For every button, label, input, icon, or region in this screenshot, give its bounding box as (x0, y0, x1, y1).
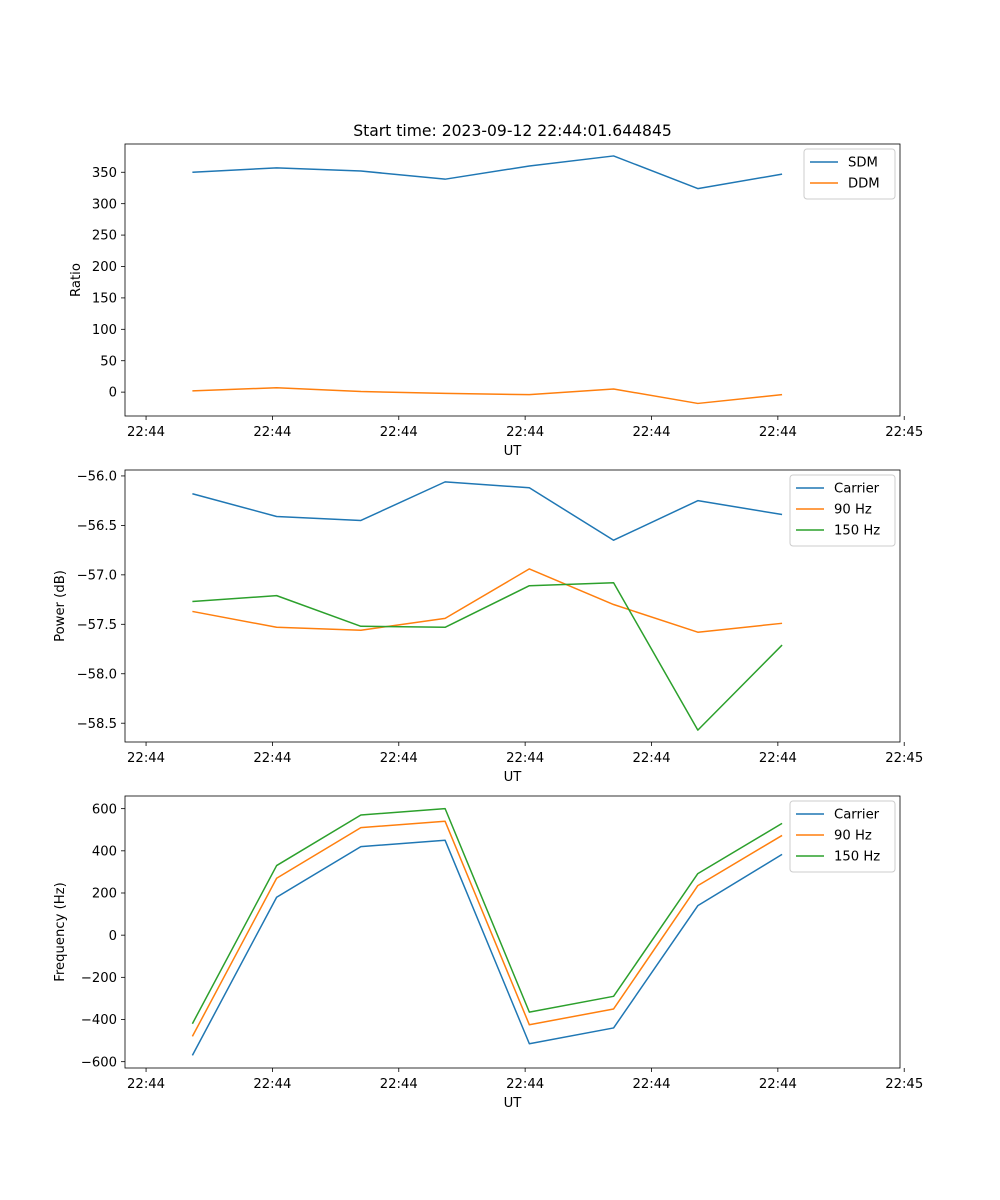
y-axis-label: Power (dB) (53, 570, 68, 642)
x-tick-label: 22:45 (885, 1077, 923, 1092)
y-tick-label: 400 (92, 844, 117, 859)
x-tick-label: 22:44 (759, 425, 797, 440)
x-tick-label: 22:44 (253, 425, 291, 440)
series-line-sdm (192, 155, 783, 190)
series-line-carrier (191, 839, 783, 1056)
y-tick-label: 200 (92, 887, 117, 902)
y-tick-label: 250 (92, 229, 117, 244)
series-line-90-hz (191, 820, 783, 1037)
x-tick-label: 22:44 (506, 1077, 544, 1092)
series-line-150-hz (191, 807, 783, 1025)
legend-label: Carrier (834, 808, 880, 823)
x-tick-label: 22:44 (253, 1077, 291, 1092)
series-line-90-hz (192, 568, 783, 633)
legend-label: Carrier (834, 482, 880, 497)
y-tick-label: −600 (81, 1055, 117, 1070)
y-tick-label: 300 (92, 197, 117, 212)
x-tick-label: 22:44 (127, 1077, 165, 1092)
x-tick-label: 22:45 (885, 751, 923, 766)
legend: Carrier 90 Hz 150 Hz (789, 800, 896, 873)
x-tick-label: 22:44 (632, 751, 670, 766)
x-axis-label: UT (504, 444, 523, 459)
axes-frame (124, 469, 901, 743)
x-tick-label: 22:44 (632, 425, 670, 440)
x-tick-label: 22:45 (885, 425, 923, 440)
y-axis-label: Ratio (69, 263, 84, 297)
x-tick-label: 22:44 (127, 425, 165, 440)
legend-box (789, 800, 896, 873)
x-tick-label: 22:44 (127, 751, 165, 766)
plot-2: 22:44 22:44 22:44 22:44 22:44 22:44 22:45 −56.0… (53, 470, 923, 785)
y-tick-label: −58.0 (77, 667, 117, 682)
y-tick-label: 50 (100, 354, 117, 369)
x-tick-label: 22:44 (759, 751, 797, 766)
y-tick-label: 0 (109, 929, 117, 944)
y-tick-label: −57.5 (77, 618, 117, 633)
legend-label: SDM (848, 156, 878, 171)
y-tick-label: 0 (109, 386, 117, 401)
axes-frame (124, 795, 901, 1069)
legend-label: DDM (848, 177, 880, 192)
legend-box (789, 474, 896, 547)
y-tick-label: −56.0 (77, 470, 117, 485)
x-tick-label: 22:44 (632, 1077, 670, 1092)
x-tick-label: 22:44 (380, 425, 418, 440)
legend-label: 150 Hz (834, 850, 880, 865)
x-tick-label: 22:44 (380, 1077, 418, 1092)
axes-frame (124, 143, 901, 417)
x-axis-label: UT (504, 1096, 523, 1111)
y-tick-label: −58.5 (77, 717, 117, 732)
y-tick-label: −400 (81, 1013, 117, 1028)
x-tick-label: 22:44 (759, 1077, 797, 1092)
x-tick-label: 22:44 (506, 425, 544, 440)
legend-label: 90 Hz (834, 829, 872, 844)
x-tick-label: 22:44 (506, 751, 544, 766)
series-line-ddm (192, 386, 783, 405)
legend-label: 90 Hz (834, 503, 872, 518)
legend: Carrier 90 Hz 150 Hz (789, 474, 896, 547)
plot-1: 22:44 22:44 22:44 22:44 22:44 22:44 22:45 0 50 10… (69, 143, 923, 459)
y-axis-label: Frequency (Hz) (53, 882, 68, 981)
y-tick-label: −200 (81, 971, 117, 986)
plots: 22:44 22:44 22:44 22:44 22:44 22:44 22:45 0 50 10… (53, 143, 923, 1111)
series-line-150-hz (192, 582, 783, 731)
legend-label: 150 Hz (834, 524, 880, 539)
y-tick-label: 350 (92, 166, 117, 181)
y-tick-label: −57.0 (77, 568, 117, 583)
chart-title: Start time: 2023-09-12 22:44:01.644845 (353, 122, 672, 140)
x-axis-label: UT (504, 770, 523, 785)
y-tick-label: 100 (92, 323, 117, 338)
plot-3: 22:44 22:44 22:44 22:44 22:44 22:44 22:45 600 40… (53, 795, 923, 1111)
y-tick-label: 150 (92, 292, 117, 307)
series-line-carrier (192, 481, 783, 541)
y-tick-label: 600 (92, 802, 117, 817)
legend: SDM DDM (803, 148, 896, 200)
y-tick-label: 200 (92, 260, 117, 275)
x-tick-label: 22:44 (380, 751, 418, 766)
y-tick-label: −56.5 (77, 519, 117, 534)
x-tick-label: 22:44 (253, 751, 291, 766)
